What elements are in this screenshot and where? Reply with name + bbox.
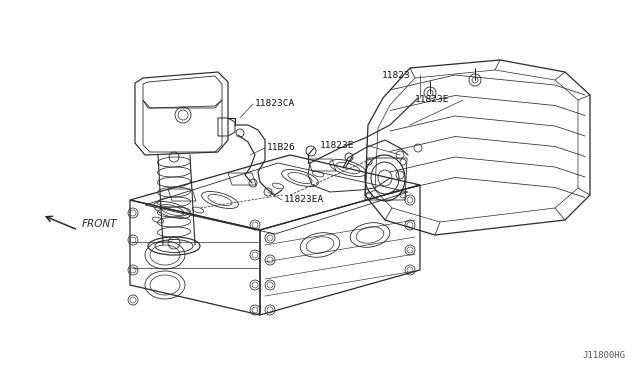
Text: 11823E: 11823E [320,141,355,150]
Text: FRONT: FRONT [82,219,118,229]
Text: 11823: 11823 [382,71,411,80]
Text: J11800HG: J11800HG [582,351,625,360]
Text: 11B26: 11B26 [267,144,296,153]
Text: 11823E: 11823E [415,96,449,105]
Text: 11823EA: 11823EA [284,196,324,205]
Text: 11823CA: 11823CA [255,99,295,109]
